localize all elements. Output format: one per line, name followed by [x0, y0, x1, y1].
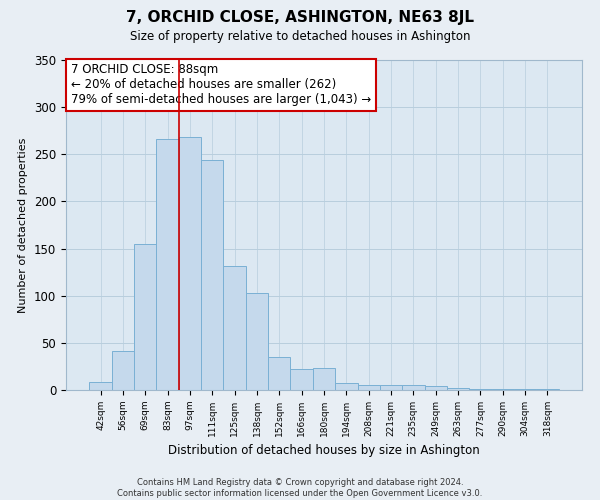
Bar — [268, 357, 290, 390]
Bar — [201, 160, 223, 390]
Bar — [290, 370, 313, 390]
Bar — [469, 389, 491, 390]
Bar — [425, 386, 447, 390]
X-axis label: Distribution of detached houses by size in Ashington: Distribution of detached houses by size … — [168, 444, 480, 458]
Bar — [179, 138, 201, 390]
Bar — [313, 368, 335, 390]
Bar — [536, 389, 559, 390]
Bar — [447, 388, 469, 390]
Text: 7 ORCHID CLOSE: 88sqm
← 20% of detached houses are smaller (262)
79% of semi-det: 7 ORCHID CLOSE: 88sqm ← 20% of detached … — [71, 64, 371, 106]
Bar — [380, 386, 402, 390]
Y-axis label: Number of detached properties: Number of detached properties — [19, 138, 28, 312]
Bar — [89, 382, 112, 390]
Bar — [246, 293, 268, 390]
Bar — [402, 386, 425, 390]
Bar — [335, 384, 358, 390]
Bar — [112, 352, 134, 390]
Bar — [491, 389, 514, 390]
Text: Size of property relative to detached houses in Ashington: Size of property relative to detached ho… — [130, 30, 470, 43]
Bar — [134, 244, 157, 390]
Bar — [223, 266, 246, 390]
Bar — [157, 139, 179, 390]
Text: 7, ORCHID CLOSE, ASHINGTON, NE63 8JL: 7, ORCHID CLOSE, ASHINGTON, NE63 8JL — [126, 10, 474, 25]
Bar — [358, 386, 380, 390]
Bar — [514, 389, 536, 390]
Text: Contains HM Land Registry data © Crown copyright and database right 2024.
Contai: Contains HM Land Registry data © Crown c… — [118, 478, 482, 498]
